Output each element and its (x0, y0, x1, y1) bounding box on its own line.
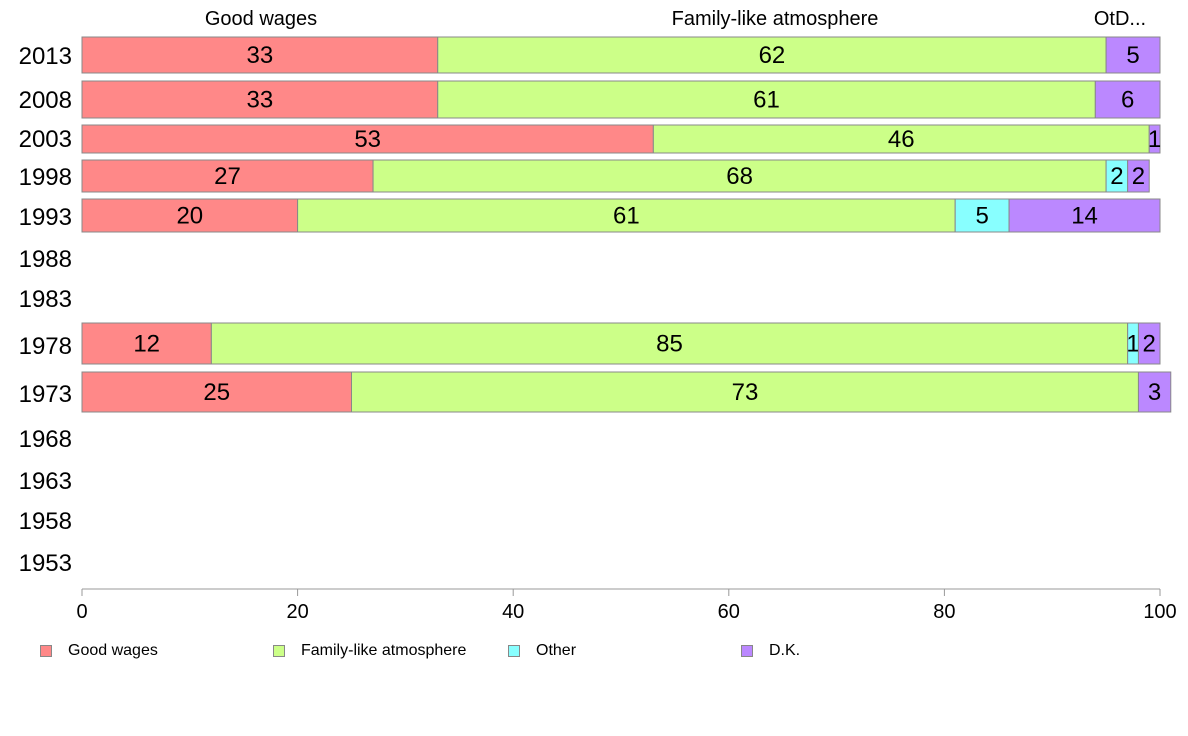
bar-segment (1137, 322, 1161, 365)
y-tick-label: 1968 (19, 426, 72, 453)
bar-segment (81, 322, 212, 365)
x-tick-label: 80 (933, 601, 955, 623)
y-tick-label: 1998 (19, 164, 72, 191)
legend-swatch (40, 645, 52, 657)
legend-item: Good wages (40, 642, 158, 660)
bar-value-label: 68 (726, 163, 753, 190)
bar-value-label: 6 (1121, 87, 1134, 114)
y-tick-label: 1988 (19, 246, 72, 273)
bar-value-label: 53 (354, 126, 381, 153)
legend-swatch (273, 645, 285, 657)
column-header-label: OtD... (1094, 8, 1146, 30)
bar-segment (437, 80, 1096, 119)
bar-row: 53 46 1 (81, 124, 1161, 154)
x-tick-label: 100 (1143, 601, 1176, 623)
x-tick-label: 60 (718, 601, 740, 623)
bar-value-label: 27 (214, 163, 241, 190)
column-header-label: Good wages (205, 8, 317, 30)
bar-segment (81, 371, 352, 413)
bar-segment (437, 36, 1107, 74)
legend-label: D.K. (769, 642, 801, 659)
y-tick-label: 1953 (19, 550, 72, 577)
bar-segment (81, 198, 299, 233)
bar-value-label: 33 (247, 42, 274, 69)
x-tick-label: 20 (286, 601, 308, 623)
bar-value-label: 62 (759, 42, 786, 69)
bar-row: 20 61 5 14 (81, 198, 1161, 233)
bar-value-label: 33 (247, 87, 274, 114)
legend-label: Family-like atmosphere (301, 642, 467, 659)
bar-segment (81, 80, 439, 119)
y-tick-label: 2008 (19, 87, 72, 114)
y-tick-label: 2013 (19, 43, 72, 70)
bar-segment (652, 124, 1150, 154)
y-tick-label: 1978 (19, 333, 72, 360)
bar-row: 33 62 5 (81, 36, 1161, 74)
bar-value-label: 46 (888, 126, 915, 153)
bar-row: 25 73 3 (81, 371, 1172, 413)
stacked-bar-chart: Good wages Family-like atmosphere OtD... 3… (19, 8, 1177, 623)
bar-value-label: 2 (1110, 163, 1123, 190)
bar-segment (81, 159, 374, 193)
bar-value-label: 5 (1126, 42, 1139, 69)
bar-value-label: 61 (753, 87, 780, 114)
y-axis-labels: 2013 2008 2003 1998 1993 1988 1983 1978 1973 1968… (19, 43, 72, 577)
legend-item: Family-like atmosphere (273, 642, 466, 660)
bar-value-label: 3 (1148, 379, 1161, 406)
bar-segment (297, 198, 956, 233)
bar-value-label: 85 (656, 331, 683, 358)
bar-value-label: 5 (975, 203, 988, 230)
bar-value-label: 1 (1126, 331, 1139, 358)
column-header-label: Family-like atmosphere (672, 8, 879, 30)
bar-row: 12 85 1 2 (81, 322, 1161, 365)
column-header-labels: Good wages Family-like atmosphere OtD... (205, 8, 1146, 30)
x-axis: 0 20 40 60 80 100 (76, 588, 1177, 623)
y-tick-label: 1993 (19, 204, 72, 231)
legend-item: Other (508, 642, 576, 660)
bar-value-label: 61 (613, 203, 640, 230)
legend-item: D.K. (741, 642, 800, 660)
bar-segment (1105, 36, 1161, 74)
y-tick-label: 1958 (19, 508, 72, 535)
bar-value-label: 20 (176, 203, 203, 230)
legend-swatch (508, 645, 520, 657)
bar-segment (1137, 371, 1172, 413)
bar-segment (351, 371, 1139, 413)
bar-value-label: 73 (732, 379, 759, 406)
legend: Good wages Family-like atmosphere Other D.K… (0, 642, 1188, 666)
bar-value-label: 25 (203, 379, 230, 406)
bar-segment (1094, 80, 1161, 119)
bar-value-label: 12 (133, 331, 160, 358)
bar-value-label: 1 (1148, 126, 1161, 153)
y-tick-label: 2003 (19, 126, 72, 153)
bar-value-label: 14 (1071, 203, 1098, 230)
bar-segment (1148, 124, 1161, 154)
bar-segment (372, 159, 1107, 193)
y-tick-label: 1983 (19, 286, 72, 313)
x-tick-label: 40 (502, 601, 524, 623)
bar-value-label: 2 (1132, 163, 1145, 190)
bar-row: 27 68 2 2 (81, 159, 1150, 193)
bar-row: 33 61 6 (81, 80, 1161, 119)
y-tick-label: 1963 (19, 468, 72, 495)
bar-segment (81, 36, 439, 74)
bar-value-label: 2 (1143, 331, 1156, 358)
legend-swatch (741, 645, 753, 657)
x-tick-label: 0 (76, 601, 87, 623)
legend-label: Good wages (68, 642, 158, 659)
bar-segment (1127, 159, 1150, 193)
bar-segment (81, 124, 654, 154)
bar-segment (210, 322, 1129, 365)
y-tick-label: 1973 (19, 381, 72, 408)
bar-segment (1008, 198, 1161, 233)
legend-label: Other (536, 642, 577, 659)
